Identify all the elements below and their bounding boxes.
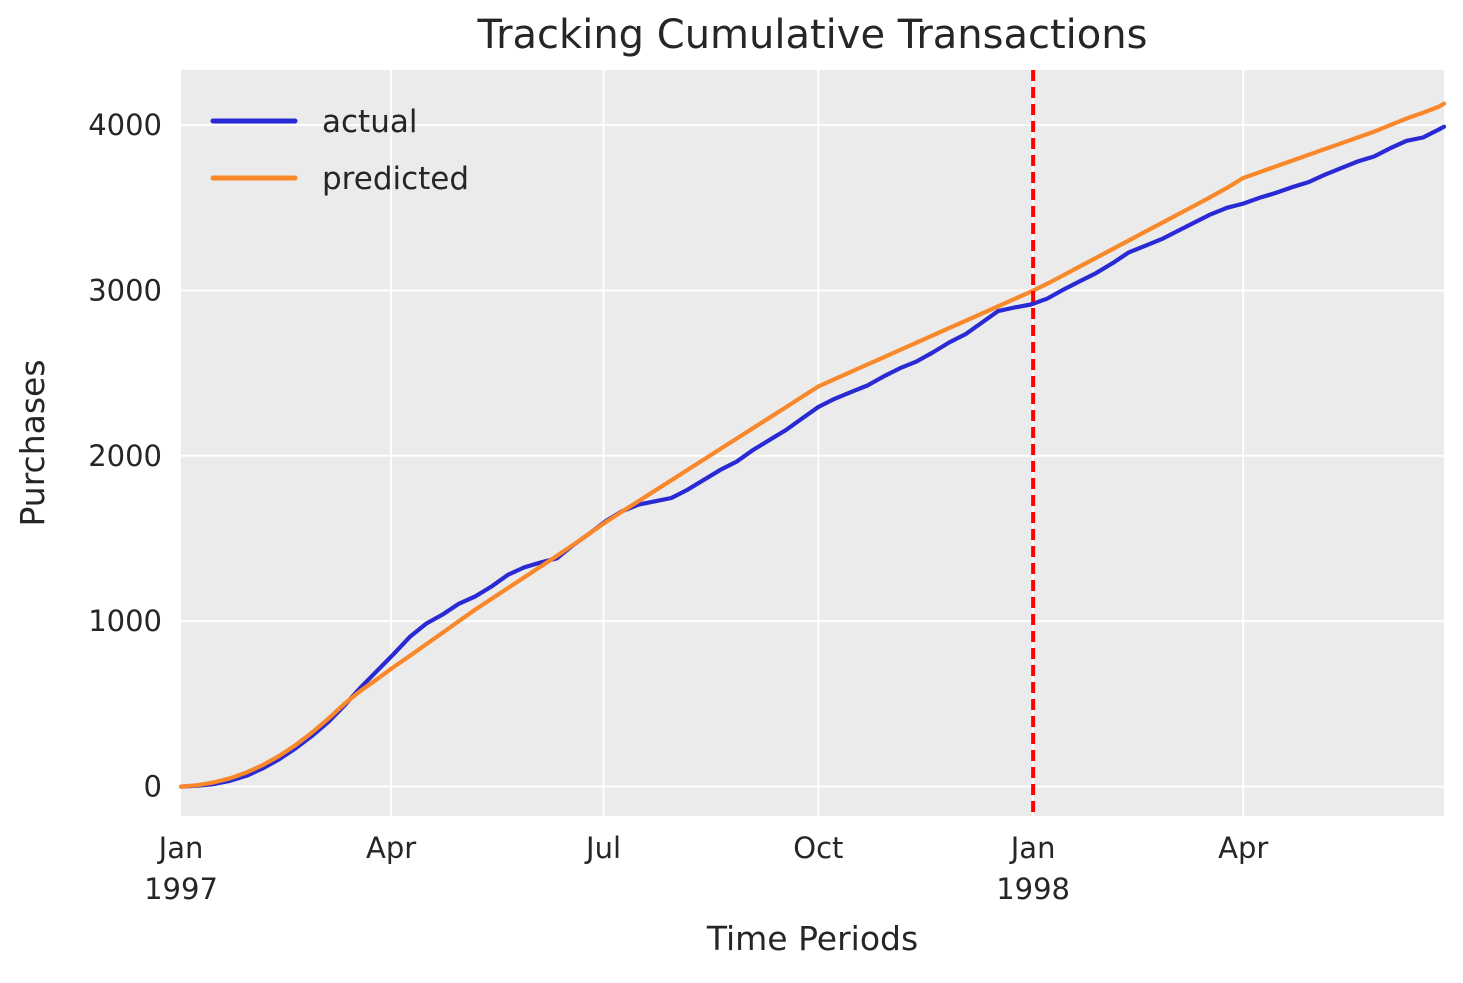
actual-line — [178, 124, 1447, 789]
chart-title: Tracking Cumulative Transactions — [477, 12, 1148, 58]
x-tick-label: Oct — [793, 831, 843, 865]
y-tick-label: 3000 — [88, 273, 162, 307]
y-tick-label: 1000 — [88, 604, 162, 638]
x-tick-label: Jan — [1009, 831, 1056, 865]
x-tick-label: Jul — [584, 831, 621, 865]
predicted-line — [178, 101, 1447, 789]
legend: actual predicted — [210, 104, 469, 197]
y-tick-label: 2000 — [88, 439, 162, 473]
y-axis-label: Purchases — [13, 359, 52, 526]
x-tick-year-label: 1997 — [144, 872, 218, 906]
legend-predicted-label: predicted — [322, 161, 469, 197]
y-tick-label: 0 — [144, 770, 162, 804]
x-tick-year-label: 1998 — [996, 872, 1070, 906]
x-tick-label: Apr — [1218, 831, 1268, 865]
x-tick-label: Apr — [366, 831, 416, 865]
x-axis-label: Time Periods — [706, 919, 918, 958]
x-tick-label: Jan — [157, 831, 204, 865]
y-tick-label: 4000 — [88, 108, 162, 142]
legend-actual-label: actual — [322, 104, 417, 140]
